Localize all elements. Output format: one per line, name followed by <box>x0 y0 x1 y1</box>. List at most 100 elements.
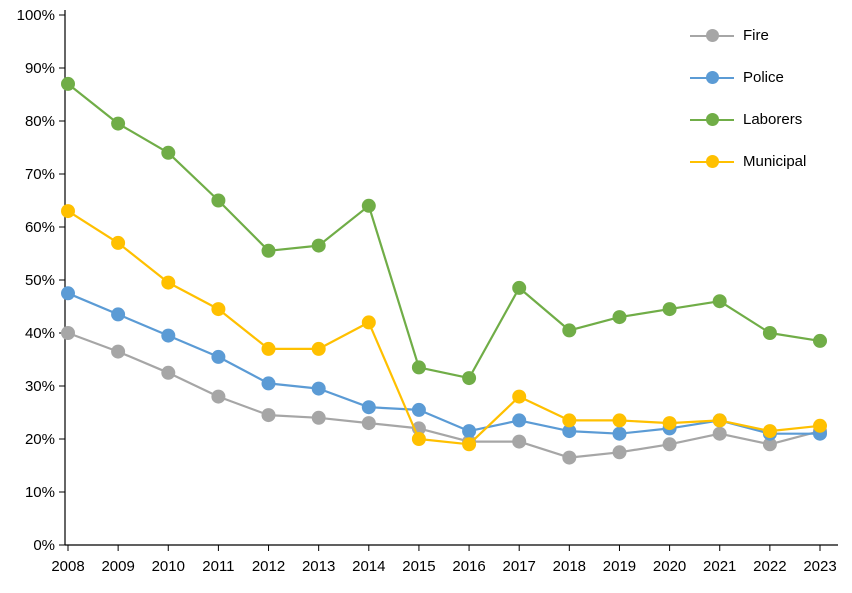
laborers-series-marker[interactable] <box>211 193 226 208</box>
laborers-series-marker[interactable] <box>261 243 276 258</box>
laborers-series-marker[interactable] <box>61 76 75 91</box>
fire-series-marker[interactable] <box>361 416 376 431</box>
police-series-marker[interactable] <box>562 424 577 439</box>
municipal-marker-icon <box>705 155 719 168</box>
laborers-series-marker[interactable] <box>411 360 426 375</box>
x-axis-tick-label: 2018 <box>553 558 586 575</box>
laborers-series-marker[interactable] <box>662 302 677 317</box>
municipal-series-marker[interactable] <box>712 413 727 428</box>
laborers-series-marker[interactable] <box>311 238 326 253</box>
laborers-series-marker[interactable] <box>512 280 527 295</box>
police-series-marker[interactable] <box>161 328 176 343</box>
police-series-marker[interactable] <box>211 349 226 364</box>
y-axis-tick-label: 20% <box>25 431 55 448</box>
y-axis-tick-label: 80% <box>25 113 55 130</box>
y-axis-tick-label: 0% <box>33 537 55 554</box>
municipal-series-marker[interactable] <box>261 341 276 356</box>
x-axis-tick-label: 2013 <box>302 558 335 575</box>
laborers-series-marker[interactable] <box>111 116 126 131</box>
x-axis-tick-label: 2015 <box>402 558 435 575</box>
fire-marker-icon <box>705 29 719 42</box>
municipal-series-line <box>67 210 821 446</box>
laborers-series-swatch <box>690 112 734 127</box>
police-series-marker[interactable] <box>61 286 75 301</box>
fire-series-marker[interactable] <box>161 365 176 380</box>
y-axis-tick-label: 90% <box>25 60 55 77</box>
legend-item-municipal[interactable]: Municipal <box>690 154 806 169</box>
x-axis-tick-label: 2009 <box>101 558 134 575</box>
laborers-series-marker[interactable] <box>612 310 627 325</box>
y-axis-tick-label: 100% <box>17 7 55 24</box>
municipal-series-marker[interactable] <box>813 418 827 433</box>
y-axis-tick-label: 40% <box>25 325 55 342</box>
x-axis-tick-label: 2023 <box>803 558 836 575</box>
legend-item-fire[interactable]: Fire <box>690 28 806 43</box>
x-axis-tick-label: 2011 <box>202 558 234 575</box>
fire-series-marker[interactable] <box>311 410 326 425</box>
laborers-series-marker[interactable] <box>562 323 577 338</box>
fire-series-marker[interactable] <box>61 326 75 340</box>
legend-label-laborers: Laborers <box>743 111 803 128</box>
laborers-series-marker[interactable] <box>712 294 727 309</box>
municipal-series-marker[interactable] <box>512 389 527 404</box>
municipal-series-swatch <box>690 154 734 169</box>
laborers-series-marker[interactable] <box>762 326 777 340</box>
fire-series-line <box>67 331 821 459</box>
municipal-series-marker[interactable] <box>61 204 75 219</box>
police-series-marker[interactable] <box>612 426 627 441</box>
fire-series-marker[interactable] <box>762 437 777 452</box>
police-series-marker[interactable] <box>111 307 126 322</box>
police-series-line <box>67 292 820 435</box>
fire-series-marker[interactable] <box>211 389 226 404</box>
fire-series-marker[interactable] <box>512 434 527 449</box>
x-axis-tick-label: 2022 <box>753 558 786 575</box>
municipal-series-marker[interactable] <box>662 416 677 431</box>
fire-series-marker[interactable] <box>261 408 276 423</box>
police-series-marker[interactable] <box>311 381 326 396</box>
municipal-series-marker[interactable] <box>462 437 477 452</box>
legend-item-laborers[interactable]: Laborers <box>690 112 806 127</box>
y-axis-tick-label: 70% <box>25 166 55 183</box>
x-axis-tick-label: 2017 <box>503 558 536 575</box>
police-series-marker[interactable] <box>411 402 426 417</box>
laborers-series-marker[interactable] <box>361 198 376 213</box>
chart-legend: Fire Police Laborers Municipal <box>690 28 806 169</box>
legend-label-municipal: Municipal <box>743 153 807 170</box>
police-marker-icon <box>705 71 719 84</box>
x-axis-tick-label: 2021 <box>703 558 736 575</box>
x-axis-tick-label: 2016 <box>452 558 485 575</box>
legend-item-police[interactable]: Police <box>690 70 806 85</box>
municipal-series-marker[interactable] <box>762 424 777 439</box>
y-axis-tick-label: 10% <box>25 484 55 501</box>
fire-series-marker[interactable] <box>562 450 577 465</box>
y-axis-tick-label: 50% <box>25 272 55 289</box>
municipal-series-marker[interactable] <box>562 413 577 428</box>
laborers-series-marker[interactable] <box>813 333 827 348</box>
laborers-series-marker[interactable] <box>161 145 176 160</box>
police-series-marker[interactable] <box>361 400 376 415</box>
police-series-marker[interactable] <box>261 376 276 391</box>
municipal-series-marker[interactable] <box>311 341 326 356</box>
municipal-series-marker[interactable] <box>211 302 226 317</box>
fire-series-marker[interactable] <box>662 437 677 452</box>
fire-series-marker[interactable] <box>111 344 126 359</box>
fire-series-marker[interactable] <box>712 426 727 441</box>
laborers-series-line <box>67 83 821 380</box>
municipal-series-marker[interactable] <box>361 315 376 330</box>
x-axis-tick-label: 2020 <box>653 558 686 575</box>
y-axis-tick-label: 60% <box>25 219 55 236</box>
laborers-marker-icon <box>705 113 719 126</box>
municipal-series-marker[interactable] <box>161 275 176 290</box>
y-axis-tick-label: 30% <box>25 378 55 395</box>
police-series-marker[interactable] <box>512 413 527 428</box>
legend-label-police: Police <box>743 69 784 86</box>
police-series-marker[interactable] <box>462 424 477 439</box>
municipal-series-marker[interactable] <box>111 235 126 250</box>
municipal-series-marker[interactable] <box>612 413 627 428</box>
fire-series-marker[interactable] <box>612 445 627 460</box>
municipal-series-marker[interactable] <box>411 432 426 446</box>
laborers-series-marker[interactable] <box>462 371 477 386</box>
legend-label-fire: Fire <box>743 27 769 44</box>
